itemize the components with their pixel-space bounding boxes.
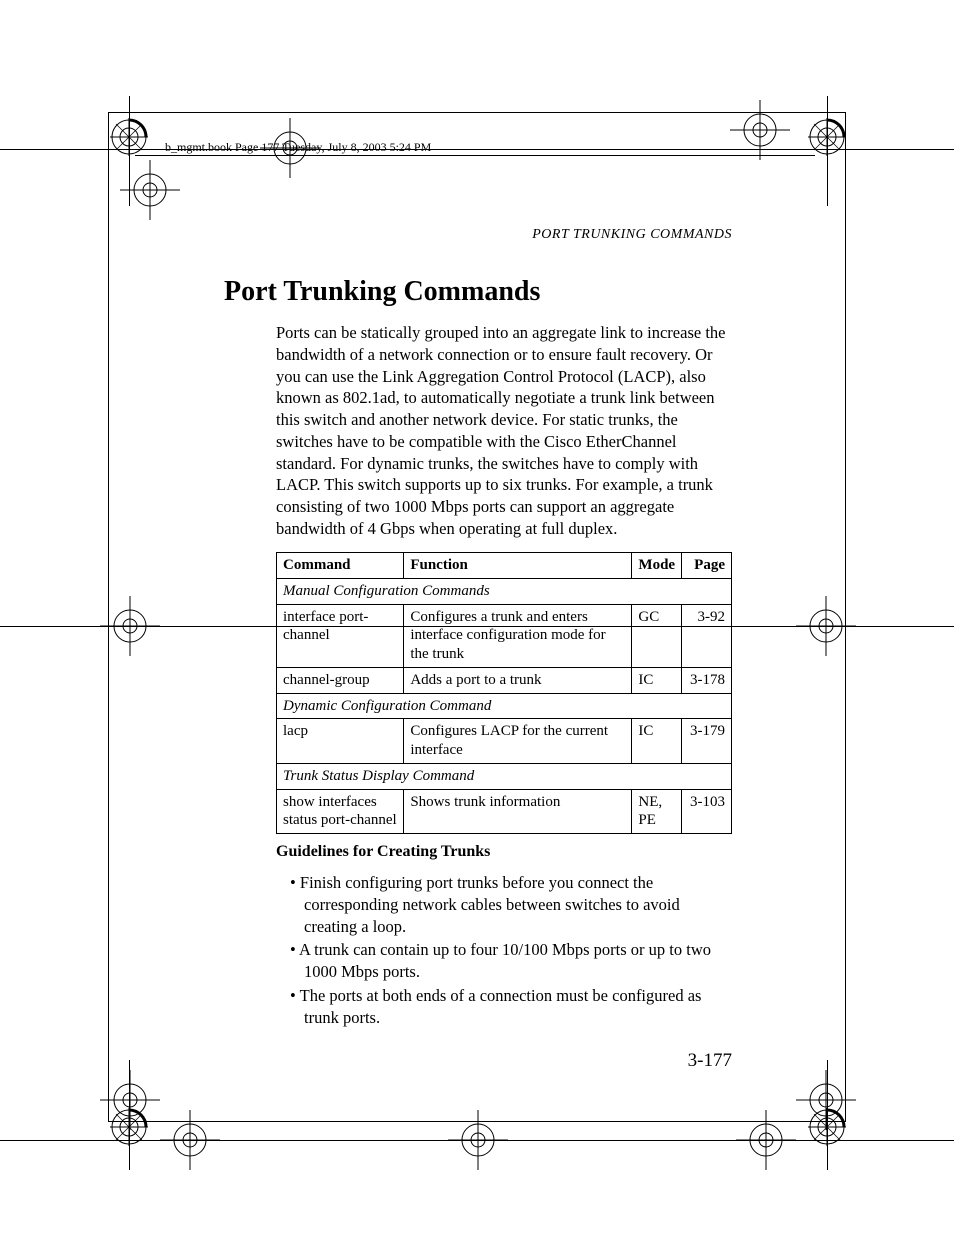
crosshair-icon — [100, 1070, 160, 1130]
list-item: The ports at both ends of a connection m… — [290, 985, 732, 1029]
table-section-label: Trunk Status Display Command — [277, 763, 732, 789]
cell-command: show interfaces status port-channel — [277, 789, 404, 834]
running-head: PORT TRUNKING COMMANDS — [532, 227, 732, 243]
table-row: interface port-channel Configures a trun… — [277, 604, 732, 667]
cell-function: Configures LACP for the current interfac… — [404, 719, 632, 764]
cell-mode: IC — [632, 719, 682, 764]
table-header-row: Command Function Mode Page — [277, 553, 732, 579]
crop-line-mid — [0, 626, 954, 627]
guidelines-list: Finish configuring port trunks before yo… — [290, 872, 732, 1030]
cell-mode: NE, PE — [632, 789, 682, 834]
table-row: show interfaces status port-channel Show… — [277, 789, 732, 834]
crosshair-icon — [796, 1070, 856, 1130]
cell-mode: IC — [632, 667, 682, 693]
crosshair-icon — [730, 100, 790, 160]
cell-page: 3-92 — [682, 604, 732, 667]
cell-page: 3-179 — [682, 719, 732, 764]
col-header-function: Function — [404, 553, 632, 579]
page-number: 3-177 — [688, 1050, 732, 1072]
table-section-row: Manual Configuration Commands — [277, 578, 732, 604]
section-title: Port Trunking Commands — [224, 276, 540, 308]
cell-command: channel-group — [277, 667, 404, 693]
col-header-mode: Mode — [632, 553, 682, 579]
cell-function: Configures a trunk and enters interface … — [404, 604, 632, 667]
command-table: Command Function Mode Page Manual Config… — [276, 552, 732, 834]
list-item: Finish configuring port trunks before yo… — [290, 872, 732, 937]
cell-command: lacp — [277, 719, 404, 764]
intro-paragraph: Ports can be statically grouped into an … — [276, 322, 732, 540]
cell-function: Shows trunk information — [404, 789, 632, 834]
table-row: channel-group Adds a port to a trunk IC … — [277, 667, 732, 693]
cell-command: interface port-channel — [277, 604, 404, 667]
crop-line-bottom — [0, 1140, 954, 1141]
crosshair-icon — [260, 118, 320, 178]
crop-tick — [827, 96, 828, 206]
list-item: A trunk can contain up to four 10/100 Mb… — [290, 939, 732, 983]
table-section-label: Dynamic Configuration Command — [277, 693, 732, 719]
guidelines-heading: Guidelines for Creating Trunks — [276, 843, 490, 861]
table-row: lacp Configures LACP for the current int… — [277, 719, 732, 764]
crop-tick — [129, 96, 130, 206]
header-rule — [135, 155, 815, 156]
table-section-row: Dynamic Configuration Command — [277, 693, 732, 719]
cell-page: 3-103 — [682, 789, 732, 834]
table-section-label: Manual Configuration Commands — [277, 578, 732, 604]
table-section-row: Trunk Status Display Command — [277, 763, 732, 789]
col-header-page: Page — [682, 553, 732, 579]
crop-tick — [129, 1060, 130, 1170]
cell-function: Adds a port to a trunk — [404, 667, 632, 693]
cell-page: 3-178 — [682, 667, 732, 693]
crop-tick — [827, 1060, 828, 1170]
cell-mode: GC — [632, 604, 682, 667]
col-header-command: Command — [277, 553, 404, 579]
